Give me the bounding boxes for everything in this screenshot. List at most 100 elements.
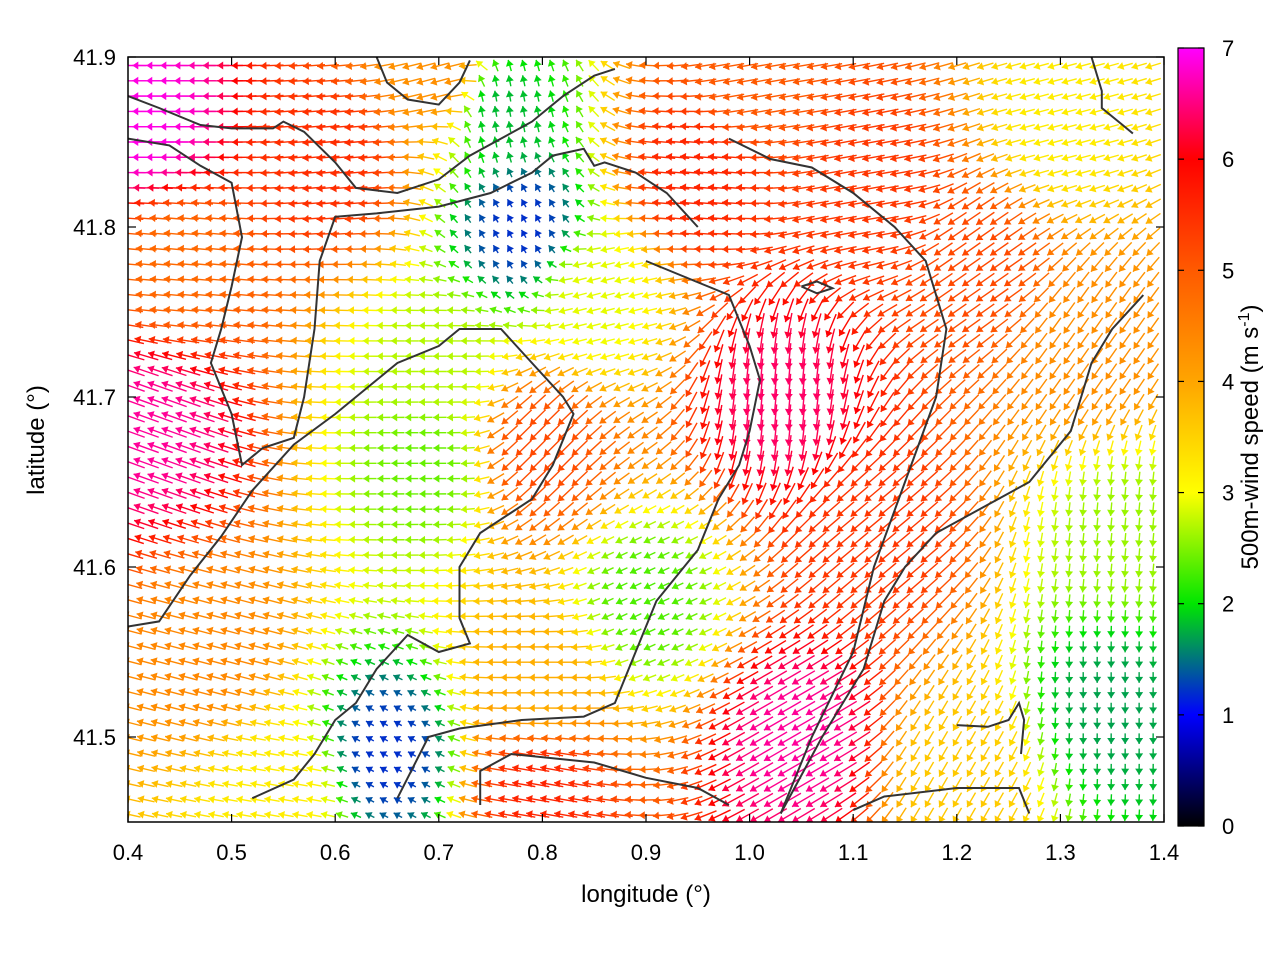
wind-vector [393,720,403,728]
wind-vector [1008,685,1017,701]
wind-vector [458,779,477,788]
wind-vector [235,718,253,727]
wind-vector [909,684,922,701]
wind-vector [805,685,830,701]
wind-vector [207,734,225,742]
wind-vector [234,688,254,696]
wind-vector [1149,748,1158,760]
wind-vector [292,810,308,819]
wind-vector [749,685,774,700]
wind-vector [667,750,688,760]
wind-vector [136,687,156,696]
wind-vector [336,673,348,682]
wind-vector [777,700,802,716]
wind-vector [1037,747,1045,761]
wind-vector [910,730,921,747]
wind-vector [1079,763,1088,775]
wind-vector [420,689,431,697]
colorbar-gradient [1177,47,1205,827]
wind-vector [1121,779,1130,791]
wind-vector [321,765,335,773]
wind-vector [433,689,446,697]
wind-vector [1036,792,1045,808]
wind-vector [365,751,375,759]
wind-vector [1107,687,1116,699]
wind-vector [895,746,907,762]
wind-vector [668,719,687,729]
wind-vector [1135,702,1144,714]
wind-vector [379,735,389,743]
wind-vector [447,780,461,788]
wind-vector [446,688,461,697]
wind-vector [379,720,389,728]
wind-vector [1121,702,1130,714]
wind-vector [150,703,170,712]
wind-vector [164,703,184,712]
wind-vector [980,700,990,716]
wind-vector [179,764,197,773]
wind-vector [250,765,266,773]
wind-vector [321,673,335,682]
wind-vector [472,734,492,743]
wind-vector [278,734,294,743]
x-tick-label: 1.1 [838,840,869,865]
wind-vector [1023,716,1031,731]
wind-vector [221,749,239,758]
y-tick-label: 41.6 [73,555,116,580]
wind-vector [980,746,991,762]
y-tick-label: 41.5 [73,725,116,750]
wind-vector [249,703,267,712]
wind-vector [264,719,280,727]
wind-vector [322,704,334,712]
wind-vector [379,751,389,759]
y-tick-label: 41.7 [73,385,116,410]
wind-vector [879,715,896,732]
x-axis-label: longitude (°) [581,881,711,908]
wind-vector [924,715,935,732]
wind-vector [834,807,856,822]
wind-vector [910,715,921,732]
wind-vector [292,673,308,681]
wind-vector [292,734,308,743]
x-tick-label: 0.9 [631,840,662,865]
wind-vector [681,719,702,729]
wind-vector [446,810,462,819]
wind-vector [407,735,417,743]
wind-vector [208,810,224,819]
wind-vector [938,761,949,777]
wind-vector [472,703,491,712]
wind-vector [364,674,375,682]
wind-vector [653,750,674,759]
wind-vector [722,808,745,822]
y-tick-label: 41.9 [73,45,116,70]
wind-vector [777,807,802,822]
wind-vector [866,807,882,822]
wind-vector [335,811,349,819]
wind-vector [749,777,774,792]
wind-vector [180,810,197,819]
wind-vector [749,762,774,777]
wind-vector [137,764,156,773]
wind-vector [791,746,816,762]
wind-vector [1107,718,1116,729]
wind-vector [994,746,1005,762]
wind-vector [1135,779,1144,791]
wind-vector [735,777,760,792]
wind-vector [351,781,361,789]
wind-vector [236,795,252,804]
wind-vector [708,762,731,776]
x-tick-label: 1.3 [1045,840,1076,865]
wind-vector [458,810,478,819]
wind-vector [1135,733,1144,745]
wind-vector [708,778,731,792]
wind-vector [263,703,281,712]
wind-vector [150,687,170,696]
wind-vector [938,685,949,701]
wind-vector [849,776,870,793]
wind-vector [696,688,715,698]
wind-vector [833,716,858,731]
wind-vector [1037,762,1045,777]
wind-vector [735,716,760,731]
wind-vector [1051,687,1060,699]
wind-vector [1037,686,1046,699]
